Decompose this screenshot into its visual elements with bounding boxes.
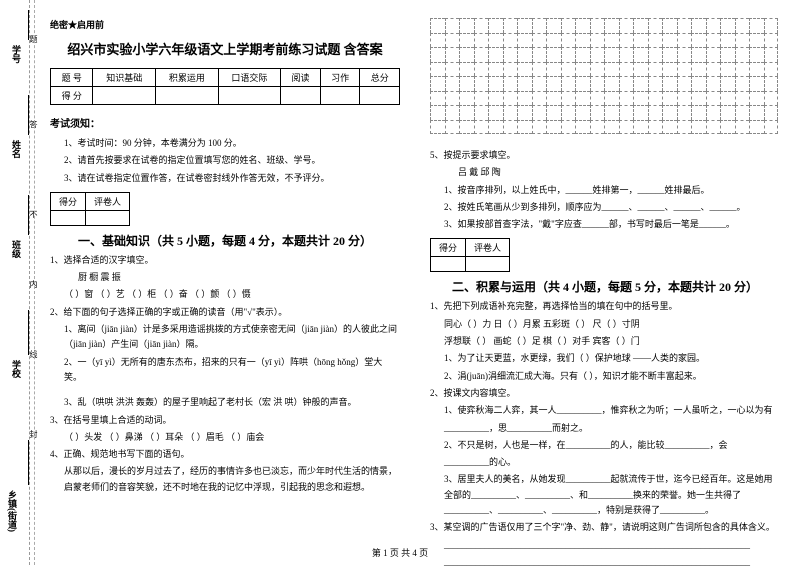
q2a: 1、离间（jiān jiàn）计是多采用造谣挑拨的方式使亲密无间（jiān ji…: [50, 322, 400, 353]
grader-table: 得分评卷人: [430, 238, 510, 272]
notice-item: 1、考试时间：90 分钟，本卷满分为 100 分。: [50, 136, 400, 151]
td[interactable]: [86, 210, 130, 225]
section-1-title: 一、基础知识（共 5 小题，每题 4 分，本题共计 20 分）: [50, 232, 400, 249]
q4a: 从那以后，漫长的岁月过去了，经历的事情许多也已淡忘，而少年时代生活的情景，启蒙老…: [50, 464, 400, 495]
notice-item: 3、请在试卷指定位置作答，在试卷密封线外作答无效，不予评分。: [50, 171, 400, 186]
td[interactable]: [466, 257, 510, 272]
q3: 3、在括号里填上合适的动词。: [50, 413, 400, 428]
q2b: 2、一（yī yì）无所有的唐东杰布，招来的只有一（yī yì）阵哄（hōng …: [50, 355, 400, 386]
q5c: 2、按姓氏笔画从少到多排列，顺序应为______、______、______、_…: [430, 200, 780, 215]
q1: 1、选择合适的汉字填空。: [50, 253, 400, 268]
table-row: 题 号 知识基础 积累运用 口语交际 阅读 习作 总分: [51, 69, 400, 87]
left-column: 绝密★启用前 绍兴市实验小学六年级语文上学期考前练习试题 含答案 题 号 知识基…: [50, 18, 400, 555]
th: 题 号: [51, 69, 93, 87]
notice-heading: 考试须知：: [50, 115, 400, 130]
td[interactable]: [431, 257, 466, 272]
th: 阅读: [281, 69, 321, 87]
binding-underline: [28, 440, 29, 485]
td[interactable]: [218, 87, 281, 105]
td[interactable]: [360, 87, 400, 105]
binding-underline: [28, 310, 29, 355]
binding-label-id: 学号: [10, 45, 23, 63]
content-area: 绝密★启用前 绍兴市实验小学六年级语文上学期考前练习试题 含答案 题 号 知识基…: [30, 0, 800, 565]
th: 口语交际: [218, 69, 281, 87]
writing-grid[interactable]: [430, 18, 778, 138]
td: 得分: [51, 192, 86, 210]
s2q1: 1、先把下列成语补充完整，再选择恰当的填在句中的括号里。: [430, 299, 780, 314]
right-column: 5、按提示要求填空。 吕 戴 邱 陶 1、按音序排列，以上姓氏中，______姓…: [430, 18, 780, 555]
secret-mark: 绝密★启用前: [50, 18, 400, 31]
td: 评卷人: [86, 192, 130, 210]
s2q2b: __________，思__________而射之。: [430, 421, 780, 436]
q3a: （ ）头发 （ ）鼻涕 （ ）耳朵 （ ）眉毛 （ ）庙会: [50, 430, 400, 445]
s2q2d: __________的心。: [430, 455, 780, 470]
q5-chars: 吕 戴 邱 陶: [430, 165, 780, 180]
s2q1c: 1、为了让天更蓝，水更绿，我们（ ）保护地球 ——人类的家园。: [430, 351, 780, 366]
grader-table: 得分评卷人: [50, 192, 130, 226]
th: 积累运用: [156, 69, 219, 87]
s2q2a: 1、使弈秋海二人弈，其一人__________，惟弈秋之为听；一人虽听之，一心以…: [430, 403, 780, 418]
exam-title: 绍兴市实验小学六年级语文上学期考前练习试题 含答案: [50, 39, 400, 58]
s2q1b: 浮想联（ ） 画蛇（ ）足 棋（ ）对手 宾客（ ）门: [430, 334, 780, 349]
spacer: [50, 387, 400, 393]
page-footer: 第 1 页 共 4 页: [0, 546, 800, 559]
th: 习作: [320, 69, 360, 87]
exam-page: 乡镇(街道) 学校 班级 姓名 学号 封 线 内 不 答 题 绝密★启用前 绍兴…: [0, 0, 800, 565]
s2q1d: 2、涓(juān)涓细流汇成大海。只有（ ），知识才能不断丰富起来。: [430, 369, 780, 384]
th: 总分: [360, 69, 400, 87]
binding-margin: 乡镇(街道) 学校 班级 姓名 学号 封 线 内 不 答 题: [0, 0, 30, 565]
td: 评卷人: [466, 239, 510, 257]
table-row: 得 分: [51, 87, 400, 105]
th: 知识基础: [93, 69, 156, 87]
binding-label-town: 乡镇(街道): [6, 490, 19, 532]
q2: 2、给下面的句子选择正确的字或正确的读音（用"√"表示）。: [50, 305, 400, 320]
s2q3: 3、某空调的广告语仅用了三个字"净、劲、静"，请说明这则广告词所包含的具体含义。: [430, 520, 780, 535]
binding-label-class: 班级: [10, 240, 23, 258]
td[interactable]: [51, 210, 86, 225]
s2q2c: 2、不只是树，人也是一样，在__________的人，能比较__________…: [430, 438, 780, 453]
q5d: 3、如果按部首查字法，"戴"字应查______部，书写时最后一笔是______。: [430, 217, 780, 232]
td[interactable]: [320, 87, 360, 105]
s2q2e: 3、居里夫人的美名，从她发现__________起就流传于世，迄今已经百年。这是…: [430, 472, 780, 518]
cut-line: [34, 0, 35, 565]
s2q2: 2、按课文内容填空。: [430, 386, 780, 401]
q4: 4、正确、规范地书写下面的语句。: [50, 447, 400, 462]
td[interactable]: [156, 87, 219, 105]
q2c: 3、乱（哄哄 洪洪 轰轰）的屋子里响起了老村长（宏 洪 哄）钟般的声音。: [50, 395, 400, 410]
q5: 5、按提示要求填空。: [430, 148, 780, 163]
q5b: 1、按音序排列，以上姓氏中，______姓排第一，______姓排最后。: [430, 183, 780, 198]
s2q1a: 同心（ ）力 日（ ）月累 五彩斑（ ） 尺（ ）寸阴: [430, 317, 780, 332]
score-table: 题 号 知识基础 积累运用 口语交际 阅读 习作 总分 得 分: [50, 68, 400, 105]
q1-blanks: （ ）窗 （ ）艺 （ ）柜 （ ）奋 （ ）颤 （ ）慑: [50, 287, 400, 302]
binding-label-name: 姓名: [10, 140, 23, 158]
q1-chars: 厨 橱 震 振: [50, 270, 400, 285]
binding-label-school: 学校: [10, 360, 23, 378]
section-2-title: 二、积累与运用（共 4 小题，每题 5 分，本题共计 20 分）: [430, 278, 780, 295]
binding-underline: [28, 95, 29, 135]
td[interactable]: [281, 87, 321, 105]
notice-item: 2、请首先按要求在试卷的指定位置填写您的姓名、班级、学号。: [50, 153, 400, 168]
td: 得 分: [51, 87, 93, 105]
td: 得分: [431, 239, 466, 257]
td[interactable]: [93, 87, 156, 105]
